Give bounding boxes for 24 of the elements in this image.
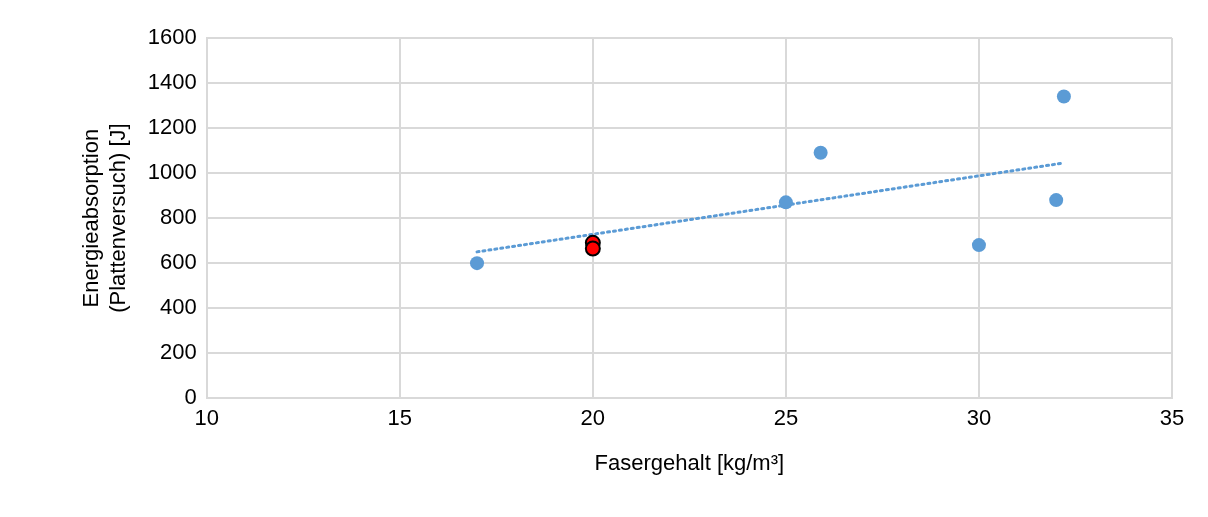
y-tick-label: 0 (184, 384, 197, 410)
x-tick-label: 25 (773, 405, 799, 431)
point (813, 145, 828, 160)
point (470, 256, 485, 271)
y-tick-label: 600 (160, 249, 197, 275)
point (971, 238, 986, 253)
point (778, 195, 793, 210)
y-tick-label: 1600 (147, 24, 197, 50)
y-tick-label: 1400 (147, 69, 197, 95)
x-tick-label: 35 (1159, 405, 1185, 431)
point (1056, 89, 1071, 104)
y-tick-label: 800 (160, 204, 197, 230)
x-tick-label: 10 (194, 405, 219, 431)
x-tick-label: 30 (966, 405, 992, 431)
point (1049, 193, 1064, 208)
y-tick-label: 400 (160, 294, 197, 320)
y-tick-label: 200 (160, 339, 197, 365)
point (584, 240, 601, 257)
x-axis-title: Fasergehalt [kg/m³] (594, 449, 785, 475)
y-tick-label: 1000 (147, 159, 197, 185)
x-tick-label: 15 (387, 405, 413, 431)
y-axis-title: Energieabsorption (Plattenversuch) [J] (78, 123, 130, 313)
x-tick-label: 20 (580, 405, 606, 431)
y-tick-label: 1200 (147, 114, 197, 140)
